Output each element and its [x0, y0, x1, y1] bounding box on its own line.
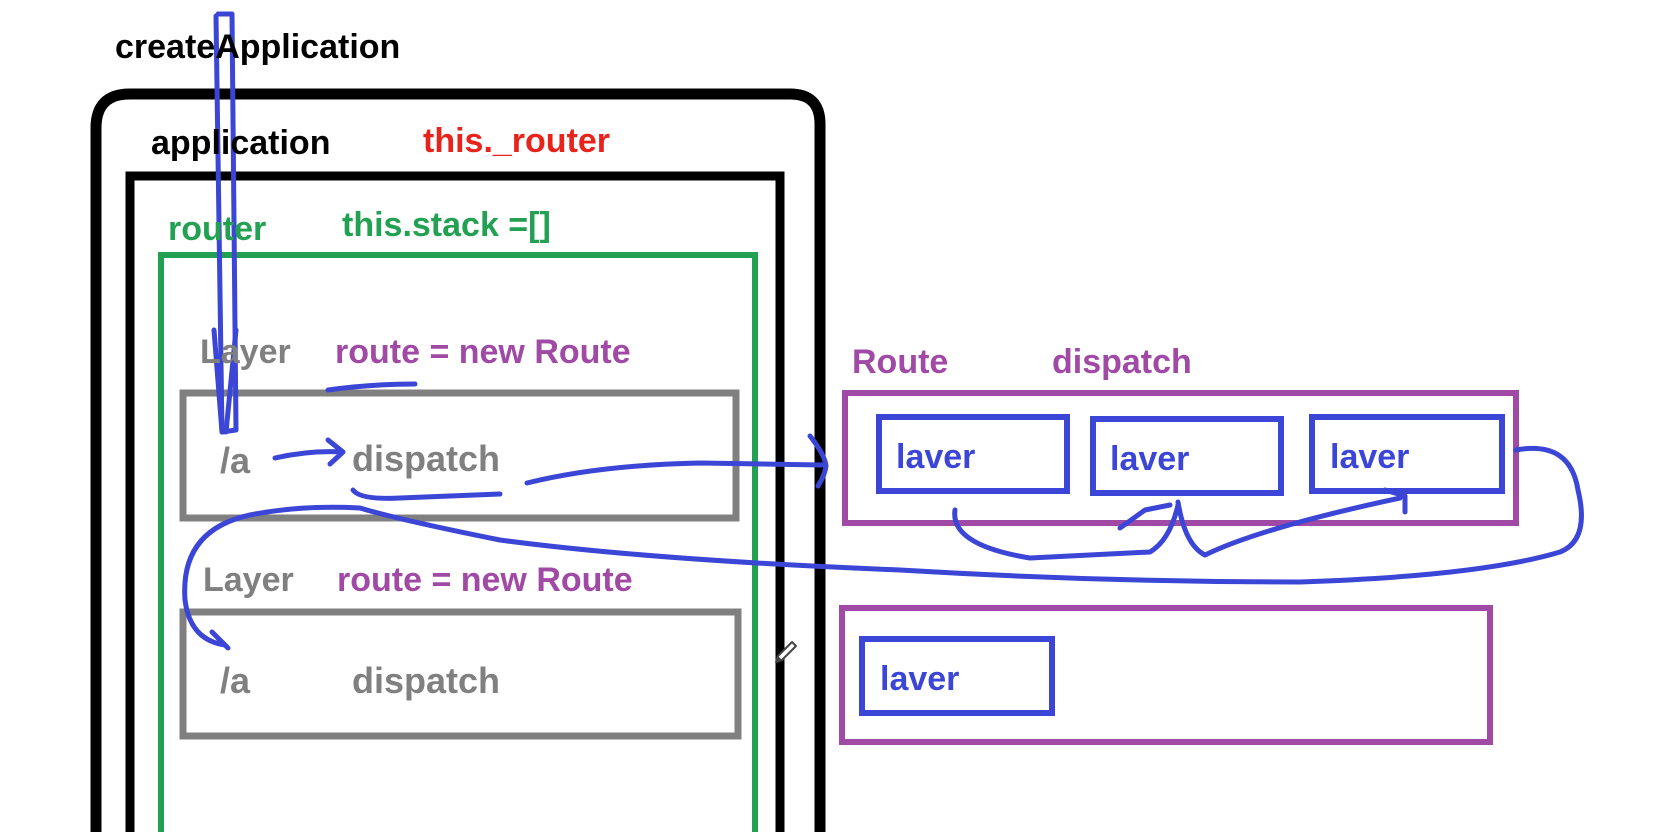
laver-chain-2-icon	[1175, 487, 1408, 558]
laver-label-4: laver	[880, 660, 960, 698]
laver-box-4	[859, 636, 1055, 716]
layer-path-2: /a	[220, 660, 251, 701]
layer-box-1	[179, 389, 740, 522]
layer-label-1: Layer	[200, 333, 291, 371]
laver-chain-1-icon	[952, 502, 1181, 561]
stack-label: this.stack =[]	[342, 206, 551, 244]
laver-box-3	[1309, 414, 1505, 494]
layer-box-2	[179, 608, 742, 740]
entry-arrow-icon	[213, 11, 239, 435]
dispatch-to-route-arrow-icon	[524, 433, 829, 489]
stack-box	[158, 252, 758, 832]
route-box-2	[839, 605, 1493, 745]
route-expr-1: route = new Route	[335, 333, 631, 371]
route-underline	[325, 381, 418, 393]
route-dispatch-label: dispatch	[1052, 343, 1192, 381]
return-loop-arrow-icon	[182, 445, 1584, 651]
dispatch-underline	[350, 487, 503, 501]
router-box	[125, 171, 785, 832]
path-to-dispatch-arrow-icon	[272, 437, 346, 467]
route-expr-2: route = new Route	[337, 561, 633, 599]
layer-path-1: /a	[220, 440, 251, 481]
this-router-label: this._router	[423, 122, 611, 160]
create-application-title: createApplication	[115, 28, 401, 66]
application-box	[90, 88, 826, 832]
laver-box-1	[876, 414, 1070, 494]
laver-box-2	[1090, 416, 1284, 496]
entry-arrow-head-icon	[211, 327, 239, 435]
laver-label-3: laver	[1330, 438, 1410, 476]
route-label: Route	[852, 343, 949, 381]
laver-label-1: laver	[896, 438, 976, 476]
layer-label-2: Layer	[203, 561, 294, 599]
application-label: application	[151, 124, 331, 162]
pencil-cursor-icon	[775, 641, 797, 663]
laver-label-2: laver	[1110, 440, 1190, 478]
router-label: router	[168, 210, 267, 248]
layer-handler-2: dispatch	[352, 660, 501, 701]
layer-handler-1: dispatch	[352, 438, 501, 479]
